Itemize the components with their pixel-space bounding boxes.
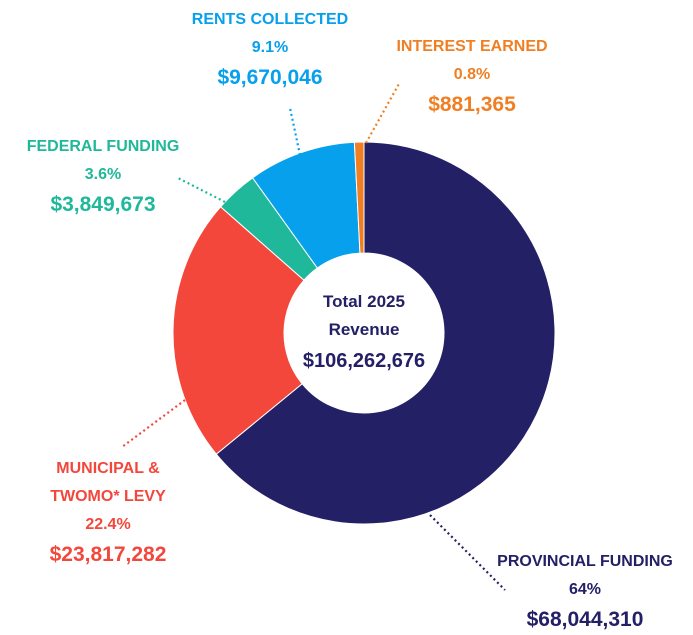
donut-slice <box>353 141 365 254</box>
slice-amount: $68,044,310 <box>526 608 644 631</box>
slice-percent: 0.8% <box>453 66 491 83</box>
slice-amount: $23,817,282 <box>49 543 167 566</box>
slice-name: INTEREST EARNED <box>396 38 548 55</box>
slice-amount: $3,849,673 <box>50 193 156 216</box>
slice-amount: $9,670,046 <box>217 66 323 89</box>
center-label: Total 2025 Revenue $106,262,676 <box>294 288 434 378</box>
slice-amount: $881,365 <box>428 93 516 116</box>
center-total: $106,262,676 <box>302 350 426 372</box>
leader-line <box>365 81 401 144</box>
slice-percent: 64% <box>568 581 602 598</box>
leader-line <box>175 176 226 203</box>
leader-line <box>121 399 186 448</box>
slice-name: FEDERAL FUNDING <box>26 138 180 155</box>
leader-line <box>288 107 302 156</box>
slice-percent: 9.1% <box>251 39 289 56</box>
slice-percent: 3.6% <box>84 166 122 183</box>
slice-label: FEDERAL FUNDING 3.6% $3,849,673 <box>0 133 213 221</box>
donut-slice <box>215 141 556 525</box>
donut-slice <box>172 206 305 455</box>
slice-name: MUNICIPAL & TWOMO* LEVY <box>50 460 166 505</box>
center-title: Total 2025 Revenue <box>323 292 405 339</box>
slice-label: MUNICIPAL & TWOMO* LEVY 22.4% $23,817,282 <box>33 455 183 571</box>
slice-label: INTEREST EARNED 0.8% $881,365 <box>362 33 582 121</box>
slice-name: RENTS COLLECTED <box>191 11 349 28</box>
slice-name: PROVINCIAL FUNDING <box>497 553 673 570</box>
slice-percent: 22.4% <box>85 516 131 533</box>
slice-label: PROVINCIAL FUNDING 64% $68,044,310 <box>475 548 693 635</box>
slice-label: RENTS COLLECTED 9.1% $9,670,046 <box>160 6 380 94</box>
